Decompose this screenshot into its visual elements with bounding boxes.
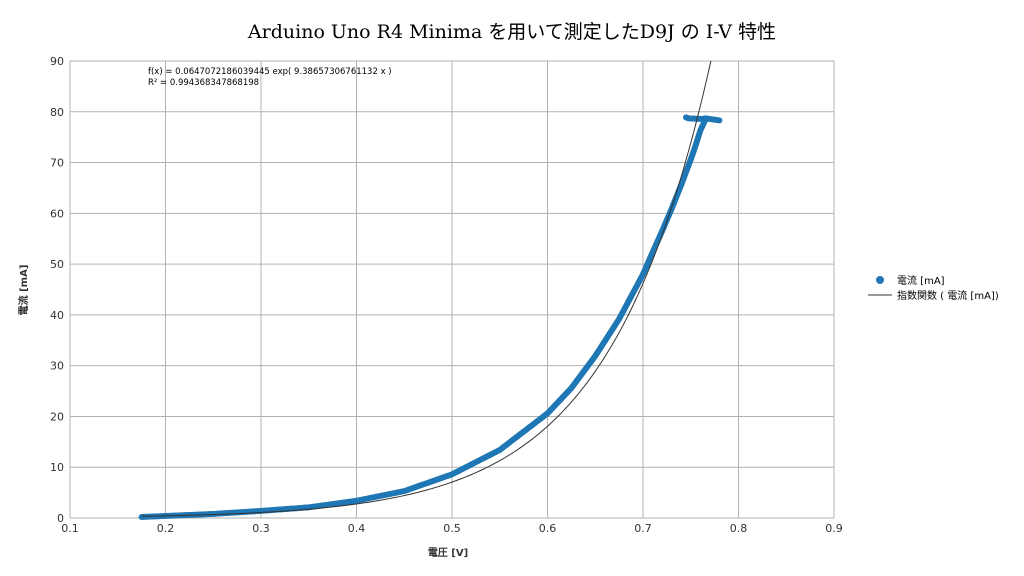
chart-title: Arduino Uno R4 Minima を用いて測定したD9J の I-V … [247, 21, 776, 43]
y-axis-label: 電流 [mA] [17, 265, 30, 316]
x-tick-label: 0.2 [157, 522, 175, 535]
x-tick-label: 0.6 [539, 522, 557, 535]
r-squared-annotation: R² = 0.994368347868198 [148, 78, 259, 88]
y-tick-label: 10 [50, 461, 64, 474]
y-tick-label: 60 [50, 207, 64, 220]
y-tick-label: 70 [50, 157, 64, 170]
legend-label-fit: 指数関数 ( 電流 [mA]) [897, 289, 999, 302]
x-tick-labels: 0.1 0.2 0.3 0.4 0.5 0.6 0.7 0.8 0.9 [61, 522, 843, 535]
x-tick-label: 0.3 [252, 522, 270, 535]
data-points [138, 114, 723, 520]
legend: 電流 [mA] 指数関数 ( 電流 [mA]) [868, 274, 999, 302]
y-tick-label: 90 [50, 55, 64, 68]
x-tick-label: 0.9 [825, 522, 843, 535]
y-tick-labels: 0 10 20 30 40 50 60 70 80 90 [50, 55, 64, 525]
x-tick-label: 0.1 [61, 522, 79, 535]
x-tick-label: 0.4 [348, 522, 366, 535]
fit-curve-layer [141, 60, 712, 517]
data-point [716, 117, 723, 124]
y-tick-label: 30 [50, 360, 64, 373]
legend-label-points: 電流 [mA] [897, 274, 945, 287]
y-tick-label: 50 [50, 258, 64, 271]
plot-frame [69, 60, 835, 519]
y-tick-label: 80 [50, 106, 64, 119]
x-tick-label: 0.8 [730, 522, 748, 535]
x-axis-label: 電圧 [V] [428, 547, 468, 559]
y-tick-label: 0 [57, 512, 64, 525]
fit-curve [141, 60, 712, 517]
equation-annotation: f(x) = 0.0647072186039445 exp( 9.3865730… [148, 67, 392, 77]
x-tick-label: 0.5 [443, 522, 461, 535]
y-tick-label: 20 [50, 410, 64, 423]
y-tick-label: 40 [50, 309, 64, 322]
legend-marker-points [876, 276, 884, 284]
x-tick-label: 0.7 [634, 522, 652, 535]
